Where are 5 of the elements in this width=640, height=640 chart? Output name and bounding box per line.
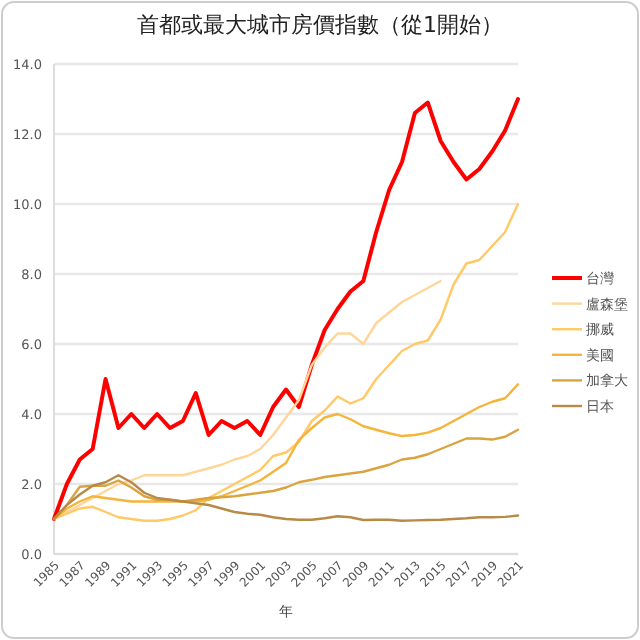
chart-title: 首都或最大城市房價指數（從1開始） — [137, 12, 503, 38]
line-series — [52, 474, 520, 522]
line-series — [52, 383, 520, 521]
line-series — [52, 97, 520, 521]
line-series — [52, 202, 520, 522]
